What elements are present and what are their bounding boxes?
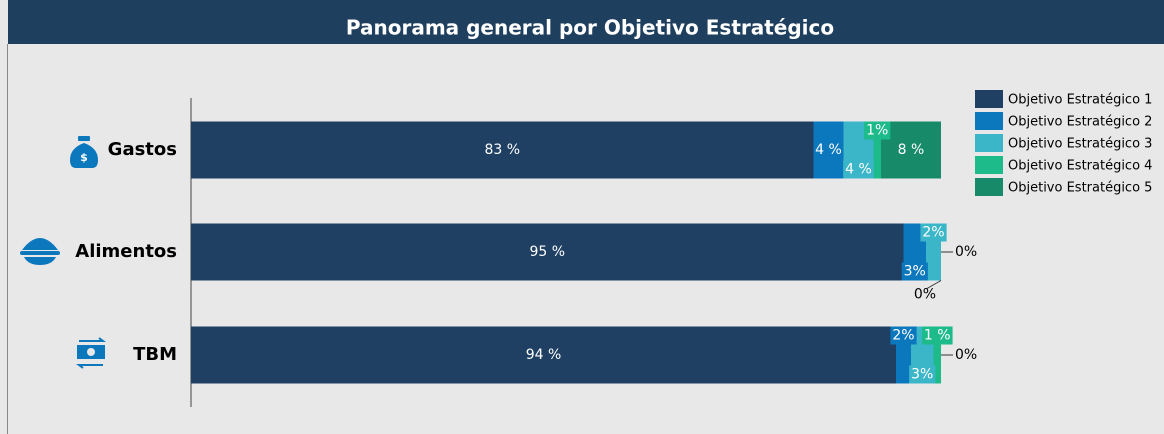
- bar-segment: [933, 326, 941, 384]
- value-label-bg: [901, 262, 928, 281]
- bar-segment: [191, 121, 814, 179]
- transfer-icon: [76, 337, 106, 369]
- value-label: 1 %: [924, 328, 951, 344]
- value-label: 4 %: [815, 142, 842, 158]
- value-label: 3%: [911, 367, 933, 383]
- food-icon: [20, 238, 60, 265]
- bar-segment: [191, 326, 896, 384]
- value-label: 0%: [955, 347, 977, 363]
- value-label: 3%: [904, 264, 926, 280]
- legend-label: Objetivo Estratégico 5: [1008, 181, 1152, 196]
- legend-label: Objetivo Estratégico 1: [1008, 93, 1152, 108]
- category-label: Gastos: [108, 139, 177, 160]
- category-label: Alimentos: [75, 241, 177, 262]
- bar-segment: [881, 121, 941, 179]
- value-label: 4 %: [845, 162, 872, 178]
- value-label-bg: [909, 365, 936, 384]
- svg-text:$: $: [80, 151, 88, 164]
- money-bag-icon: $: [70, 136, 98, 168]
- value-label: 94 %: [526, 347, 562, 363]
- legend-label: Objetivo Estratégico 4: [1008, 159, 1152, 174]
- value-label: 1%: [866, 123, 888, 139]
- value-label: 0%: [955, 244, 977, 260]
- bar-segment: [191, 223, 904, 281]
- value-label: 8 %: [898, 142, 925, 158]
- legend-swatch: [975, 90, 1003, 108]
- legend-swatch: [975, 178, 1003, 196]
- value-label: 0%: [914, 287, 936, 303]
- value-label: 95 %: [529, 244, 565, 260]
- bar-segment: [873, 121, 881, 179]
- legend-label: Objetivo Estratégico 3: [1008, 137, 1152, 152]
- value-label-bg: [920, 223, 947, 242]
- value-label: 2%: [892, 328, 914, 344]
- category-label: TBM: [133, 344, 177, 365]
- legend-swatch: [975, 112, 1003, 130]
- value-label-bg: [843, 160, 874, 179]
- bar-segment: [813, 121, 844, 179]
- title-banner: [8, 0, 1164, 44]
- chart-title: Panorama general por Objetivo Estratégic…: [346, 16, 834, 40]
- value-label: 83 %: [484, 142, 520, 158]
- value-label-bg: [921, 326, 953, 345]
- legend-label: Objetivo Estratégico 2: [1008, 115, 1152, 130]
- value-label: 2%: [922, 225, 944, 241]
- legend-swatch: [975, 156, 1003, 174]
- legend-swatch: [975, 134, 1003, 152]
- value-label-bg: [890, 326, 917, 345]
- leader-line: [926, 280, 942, 289]
- value-label-bg: [864, 121, 891, 140]
